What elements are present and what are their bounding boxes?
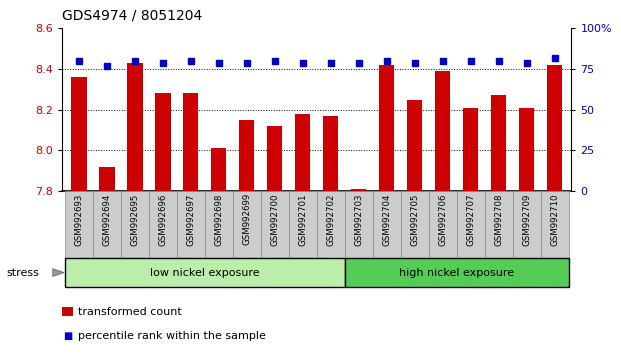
Bar: [373, 191, 401, 258]
Bar: [345, 258, 568, 287]
Text: GSM992710: GSM992710: [550, 193, 559, 246]
Bar: [456, 191, 484, 258]
Bar: [121, 191, 149, 258]
Bar: [512, 191, 540, 258]
Bar: [491, 96, 506, 191]
Text: transformed count: transformed count: [78, 307, 181, 316]
Bar: [379, 65, 394, 191]
Text: stress: stress: [6, 268, 39, 278]
Bar: [317, 191, 345, 258]
Bar: [149, 191, 177, 258]
Bar: [239, 120, 255, 191]
Bar: [93, 191, 121, 258]
Bar: [289, 191, 317, 258]
Text: GSM992700: GSM992700: [270, 193, 279, 246]
Bar: [177, 191, 205, 258]
Bar: [65, 191, 93, 258]
Bar: [71, 77, 86, 191]
Text: ■: ■: [63, 331, 72, 341]
Bar: [295, 114, 310, 191]
Text: GSM992697: GSM992697: [186, 193, 195, 246]
Text: GSM992704: GSM992704: [382, 193, 391, 246]
Bar: [211, 148, 227, 191]
Bar: [205, 191, 233, 258]
Text: GSM992693: GSM992693: [75, 193, 83, 246]
Bar: [99, 167, 114, 191]
Text: percentile rank within the sample: percentile rank within the sample: [78, 331, 266, 341]
Bar: [323, 116, 338, 191]
Text: GSM992706: GSM992706: [438, 193, 447, 246]
Bar: [183, 93, 199, 191]
Text: GSM992708: GSM992708: [494, 193, 503, 246]
Text: GSM992707: GSM992707: [466, 193, 475, 246]
Bar: [463, 108, 478, 191]
Bar: [401, 191, 428, 258]
Bar: [484, 191, 512, 258]
Text: GSM992695: GSM992695: [130, 193, 139, 246]
Text: GSM992694: GSM992694: [102, 193, 111, 246]
Bar: [351, 189, 366, 191]
Bar: [519, 108, 534, 191]
Bar: [267, 126, 283, 191]
Text: GSM992701: GSM992701: [298, 193, 307, 246]
Bar: [233, 191, 261, 258]
Text: GSM992703: GSM992703: [354, 193, 363, 246]
Text: GSM992702: GSM992702: [326, 193, 335, 246]
Bar: [261, 191, 289, 258]
Text: GSM992699: GSM992699: [242, 193, 252, 245]
Text: GDS4974 / 8051204: GDS4974 / 8051204: [62, 9, 202, 23]
Text: GSM992696: GSM992696: [158, 193, 167, 246]
Text: GSM992709: GSM992709: [522, 193, 531, 246]
Bar: [407, 99, 422, 191]
Bar: [127, 63, 143, 191]
Bar: [435, 71, 450, 191]
Text: low nickel exposure: low nickel exposure: [150, 268, 260, 278]
Bar: [65, 258, 345, 287]
Bar: [547, 65, 562, 191]
Bar: [428, 191, 456, 258]
Text: GSM992705: GSM992705: [410, 193, 419, 246]
Bar: [540, 191, 568, 258]
Bar: [345, 191, 373, 258]
Text: high nickel exposure: high nickel exposure: [399, 268, 514, 278]
Bar: [155, 93, 171, 191]
Text: GSM992698: GSM992698: [214, 193, 224, 246]
